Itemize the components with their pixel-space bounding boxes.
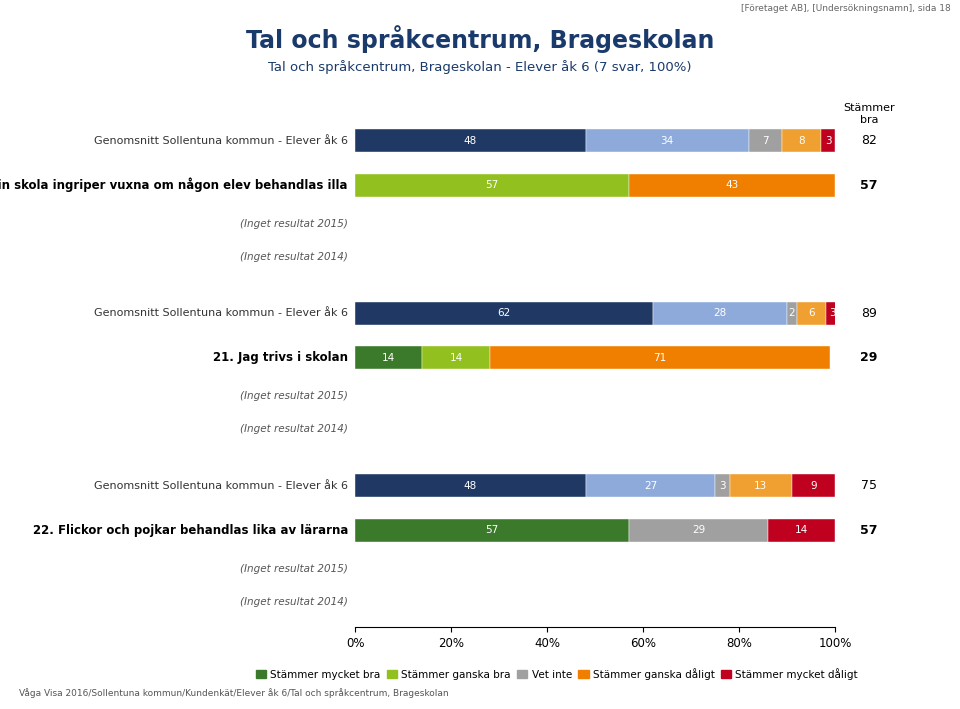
- Bar: [355, 129, 586, 152]
- Bar: [629, 174, 835, 196]
- Text: Tal och språkcentrum, Brageskolan: Tal och språkcentrum, Brageskolan: [246, 25, 714, 52]
- Text: 21. Jag trivs i skolan: 21. Jag trivs i skolan: [213, 351, 348, 364]
- Text: 7: 7: [762, 136, 769, 146]
- Text: 34: 34: [660, 136, 674, 146]
- Text: 89: 89: [861, 307, 876, 320]
- Text: 6: 6: [808, 308, 814, 318]
- Text: Genomsnitt Sollentuna kommun - Elever åk 6: Genomsnitt Sollentuna kommun - Elever åk…: [94, 136, 348, 146]
- Bar: [629, 519, 768, 542]
- Bar: [792, 474, 835, 498]
- Text: 9: 9: [810, 481, 817, 491]
- Text: 3: 3: [825, 136, 831, 146]
- Text: Stämmer
bra: Stämmer bra: [843, 104, 895, 125]
- Text: 14: 14: [382, 352, 396, 362]
- Bar: [730, 474, 792, 498]
- Text: 13: 13: [755, 481, 767, 491]
- Text: (Inget resultat 2014): (Inget resultat 2014): [240, 252, 348, 262]
- Text: 22. Flickor och pojkar behandlas lika av lärarna: 22. Flickor och pojkar behandlas lika av…: [33, 524, 348, 537]
- Text: 57: 57: [486, 180, 498, 190]
- Text: Genomsnitt Sollentuna kommun - Elever åk 6: Genomsnitt Sollentuna kommun - Elever åk…: [94, 481, 348, 491]
- Text: 29: 29: [692, 525, 705, 535]
- Bar: [355, 474, 586, 498]
- Bar: [787, 302, 797, 325]
- Text: 57: 57: [860, 179, 877, 191]
- Legend: Stämmer mycket bra, Stämmer ganska bra, Vet inte, Stämmer ganska dåligt, Stämmer: Stämmer mycket bra, Stämmer ganska bra, …: [252, 664, 862, 683]
- Text: 3: 3: [719, 481, 726, 491]
- Text: 8: 8: [799, 136, 804, 146]
- Text: 14: 14: [449, 352, 463, 362]
- Bar: [782, 129, 821, 152]
- Text: (Inget resultat 2015): (Inget resultat 2015): [240, 564, 348, 574]
- Bar: [355, 519, 629, 542]
- Text: 20. I min skola ingriper vuxna om någon elev behandlas illa: 20. I min skola ingriper vuxna om någon …: [0, 178, 348, 192]
- Text: 62: 62: [497, 308, 511, 318]
- Text: 57: 57: [486, 525, 498, 535]
- Text: 14: 14: [795, 525, 808, 535]
- Text: 3: 3: [829, 308, 836, 318]
- Text: 57: 57: [860, 524, 877, 537]
- Bar: [490, 346, 830, 369]
- Bar: [797, 302, 826, 325]
- Text: 43: 43: [726, 180, 738, 190]
- Text: 71: 71: [654, 352, 666, 362]
- Bar: [586, 474, 715, 498]
- Text: (Inget resultat 2014): (Inget resultat 2014): [240, 425, 348, 435]
- Text: 29: 29: [860, 351, 877, 364]
- Text: Genomsnitt Sollentuna kommun - Elever åk 6: Genomsnitt Sollentuna kommun - Elever åk…: [94, 308, 348, 318]
- Text: 28: 28: [713, 308, 727, 318]
- Text: 2: 2: [789, 308, 795, 318]
- Bar: [768, 519, 835, 542]
- Bar: [653, 302, 787, 325]
- Bar: [586, 129, 749, 152]
- Bar: [821, 129, 835, 152]
- Text: Tal och språkcentrum, Brageskolan - Elever åk 6 (7 svar, 100%): Tal och språkcentrum, Brageskolan - Elev…: [268, 60, 692, 74]
- Bar: [355, 302, 653, 325]
- Text: Våga Visa 2016/Sollentuna kommun/Kundenkät/Elever åk 6/Tal och språkcentrum, Bra: Våga Visa 2016/Sollentuna kommun/Kundenk…: [19, 688, 449, 698]
- Text: 82: 82: [861, 134, 876, 147]
- Bar: [749, 129, 782, 152]
- Text: 27: 27: [644, 481, 657, 491]
- Text: (Inget resultat 2014): (Inget resultat 2014): [240, 597, 348, 607]
- Text: (Inget resultat 2015): (Inget resultat 2015): [240, 219, 348, 229]
- Text: 48: 48: [464, 136, 477, 146]
- Text: [Företaget AB], [Undersökningsnamn], sida 18: [Företaget AB], [Undersökningsnamn], sid…: [741, 4, 950, 13]
- Text: 48: 48: [464, 481, 477, 491]
- Bar: [422, 346, 490, 369]
- Bar: [715, 474, 730, 498]
- Bar: [355, 346, 422, 369]
- Bar: [355, 174, 629, 196]
- Text: 75: 75: [861, 479, 876, 492]
- Text: (Inget resultat 2015): (Inget resultat 2015): [240, 391, 348, 401]
- Bar: [826, 302, 840, 325]
